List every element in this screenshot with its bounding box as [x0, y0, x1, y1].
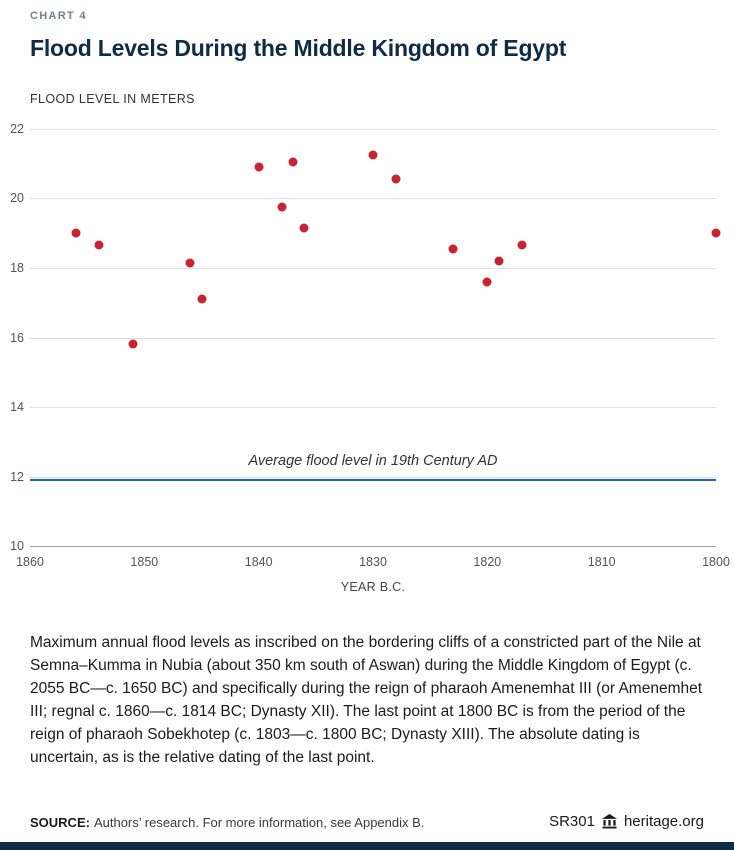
- data-point: [185, 258, 195, 268]
- data-point: [254, 162, 264, 172]
- chart-number: CHART 4: [30, 10, 87, 22]
- x-tick-label: 1800: [702, 555, 730, 569]
- chart-caption: Maximum annual flood levels as inscribed…: [30, 634, 703, 766]
- data-point: [128, 339, 138, 349]
- y-tick-label: 16: [10, 330, 24, 345]
- average-flood-level-line: [30, 478, 716, 481]
- y-tick-label: 10: [10, 539, 24, 553]
- y-tick-label: 22: [10, 122, 24, 136]
- data-point: [71, 228, 81, 238]
- data-point: [299, 223, 309, 233]
- data-point: [94, 240, 104, 250]
- y-axis-title: FLOOD LEVEL IN METERS: [30, 92, 195, 106]
- x-tick-label: 1810: [587, 555, 616, 569]
- data-point: [288, 157, 298, 167]
- average-flood-level-label: Average flood level in 19th Century AD: [248, 452, 498, 469]
- x-tick-label: 1860: [16, 555, 44, 569]
- footer-right: SR301 heritage.org: [549, 813, 704, 830]
- data-point: [368, 150, 378, 160]
- data-point: [448, 244, 458, 254]
- gridline: [30, 406, 716, 408]
- scatter-chart: 10 12 14 16 18 20 22 1860 1850 1840 1830 1820 1810 18…: [10, 122, 730, 594]
- gridline: [30, 267, 716, 269]
- bottom-bar: [0, 842, 734, 850]
- gridline: [30, 198, 716, 200]
- data-point: [482, 277, 492, 287]
- gridline: [30, 129, 716, 130]
- gridline: [30, 476, 716, 478]
- y-tick-label: 14: [10, 399, 24, 414]
- x-tick-label: 1850: [130, 555, 159, 569]
- source-label: SOURCE:: [30, 815, 90, 830]
- x-tick-label: 1830: [359, 555, 387, 569]
- data-point: [517, 240, 527, 250]
- plot-area: 10 12 14 16 18 20 22 1860 1850 1840 1830 1820 1810 18…: [10, 122, 730, 569]
- data-point: [197, 294, 206, 304]
- data-point: [711, 228, 721, 238]
- site-link[interactable]: heritage.org: [623, 813, 704, 830]
- data-point: [494, 256, 504, 266]
- source-line: SOURCE: Authors’ research. For more infor…: [30, 815, 424, 830]
- chart-header: CHART 4 Flood Levels During the Middle K…: [0, 0, 734, 62]
- data-point: [277, 202, 287, 212]
- page-title: Flood Levels During the Middle Kingdom o…: [30, 35, 567, 61]
- report-id: SR301: [549, 813, 595, 830]
- y-tick-label: 12: [10, 469, 24, 484]
- data-point: [391, 174, 401, 184]
- y-tick-label: 20: [10, 191, 24, 206]
- x-tick-label: 1840: [244, 555, 273, 569]
- heritage-logo-icon: [601, 814, 617, 829]
- source-text: Authors’ research. For more information,…: [93, 815, 425, 830]
- x-axis-title: YEAR B.C.: [340, 580, 406, 594]
- footer: SOURCE: Authors’ research. For more infor…: [0, 813, 734, 842]
- x-tick-label: 1820: [473, 555, 502, 569]
- y-tick-label: 18: [10, 260, 24, 275]
- gridline: [30, 337, 716, 339]
